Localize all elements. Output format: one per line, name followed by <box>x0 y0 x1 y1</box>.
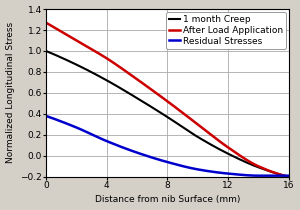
1 month Creep <box>160 112 163 114</box>
After Load Application <box>281 174 285 177</box>
Legend: 1 month Creep, After Load Application, Residual Stresses: 1 month Creep, After Load Application, R… <box>166 12 286 49</box>
After Load Application <box>287 176 290 178</box>
Line: After Load Application: After Load Application <box>46 23 289 177</box>
1 month Creep <box>176 122 179 125</box>
1 month Creep <box>161 113 164 115</box>
1 month Creep <box>287 176 290 178</box>
Residual Stresses <box>161 160 164 162</box>
Line: 1 month Creep: 1 month Creep <box>46 51 289 177</box>
Residual Stresses <box>160 159 163 162</box>
After Load Application <box>161 97 164 99</box>
X-axis label: Distance from nib Surface (mm): Distance from nib Surface (mm) <box>95 196 240 205</box>
Residual Stresses <box>243 174 247 176</box>
Residual Stresses <box>281 175 285 177</box>
After Load Application <box>176 108 179 110</box>
Residual Stresses <box>176 163 179 166</box>
After Load Application <box>243 158 247 160</box>
Residual Stresses <box>44 115 48 117</box>
After Load Application <box>44 21 48 24</box>
1 month Creep <box>243 160 247 163</box>
Residual Stresses <box>189 167 192 169</box>
1 month Creep <box>189 131 192 134</box>
Line: Residual Stresses: Residual Stresses <box>46 116 289 176</box>
Y-axis label: Normalized Longitudinal Stress: Normalized Longitudinal Stress <box>6 22 15 163</box>
1 month Creep <box>44 50 48 52</box>
After Load Application <box>160 96 163 98</box>
Residual Stresses <box>257 175 260 177</box>
Residual Stresses <box>287 175 290 177</box>
After Load Application <box>189 118 192 120</box>
1 month Creep <box>281 174 285 176</box>
